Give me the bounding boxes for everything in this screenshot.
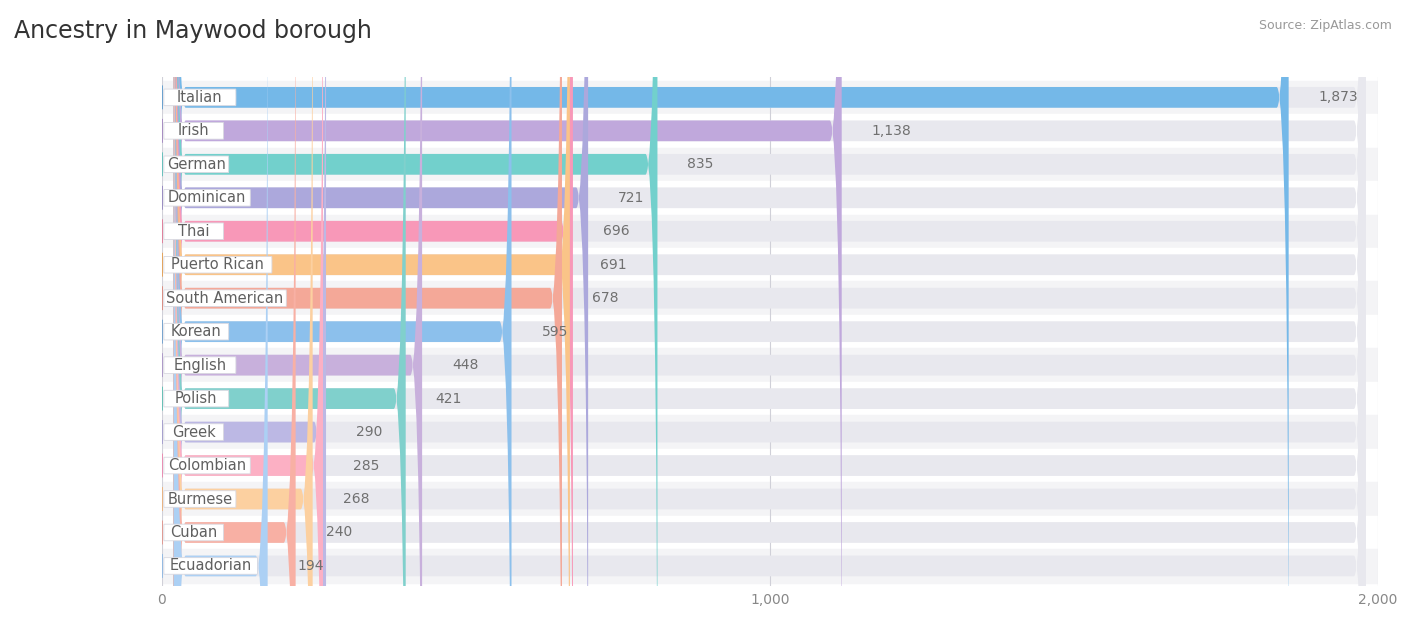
Text: 290: 290 [356,425,382,439]
Text: 1,138: 1,138 [872,124,911,138]
Text: South American: South American [166,290,284,306]
FancyBboxPatch shape [174,0,1365,644]
FancyBboxPatch shape [174,0,406,644]
FancyBboxPatch shape [174,0,326,644]
Text: Puerto Rican: Puerto Rican [172,257,264,272]
Text: 696: 696 [603,224,630,238]
Text: Italian: Italian [177,90,222,105]
FancyBboxPatch shape [165,156,229,173]
FancyBboxPatch shape [174,0,422,644]
Text: Irish: Irish [179,124,209,138]
Text: 691: 691 [600,258,627,272]
Bar [162,549,1378,583]
Bar [162,114,1378,147]
Bar [162,449,1378,482]
Bar [162,482,1378,516]
Text: Thai: Thai [179,223,209,239]
Bar [162,516,1378,549]
FancyBboxPatch shape [174,0,842,644]
Text: Ancestry in Maywood borough: Ancestry in Maywood borough [14,19,373,43]
Text: 595: 595 [541,325,568,339]
FancyBboxPatch shape [174,0,1365,644]
FancyBboxPatch shape [165,323,229,340]
Bar [162,80,1378,114]
FancyBboxPatch shape [174,0,1365,644]
FancyBboxPatch shape [174,0,1365,644]
FancyBboxPatch shape [165,290,287,307]
FancyBboxPatch shape [174,0,1365,644]
Bar [162,415,1378,449]
FancyBboxPatch shape [174,0,658,644]
FancyBboxPatch shape [174,0,295,644]
FancyBboxPatch shape [174,0,312,644]
FancyBboxPatch shape [174,0,1365,644]
FancyBboxPatch shape [174,0,1365,644]
Text: German: German [167,156,226,172]
FancyBboxPatch shape [174,0,1365,644]
Text: Dominican: Dominican [167,190,246,205]
FancyBboxPatch shape [165,122,224,139]
Text: Cuban: Cuban [170,525,218,540]
Text: 678: 678 [592,291,619,305]
Text: 194: 194 [298,559,325,573]
Bar [162,348,1378,382]
FancyBboxPatch shape [165,189,250,206]
FancyBboxPatch shape [165,256,271,273]
FancyBboxPatch shape [165,491,236,507]
FancyBboxPatch shape [165,524,224,541]
Text: 240: 240 [326,526,352,540]
FancyBboxPatch shape [174,0,267,644]
Text: 421: 421 [436,392,463,406]
Text: Korean: Korean [172,324,222,339]
FancyBboxPatch shape [174,0,588,644]
FancyBboxPatch shape [165,357,236,374]
FancyBboxPatch shape [165,558,257,574]
Bar [162,281,1378,315]
Text: Source: ZipAtlas.com: Source: ZipAtlas.com [1258,19,1392,32]
Text: Ecuadorian: Ecuadorian [170,558,252,573]
FancyBboxPatch shape [174,0,323,644]
FancyBboxPatch shape [174,0,1365,644]
FancyBboxPatch shape [174,0,1365,644]
FancyBboxPatch shape [165,424,224,440]
Text: Burmese: Burmese [167,491,232,507]
FancyBboxPatch shape [174,0,572,644]
Text: 1,873: 1,873 [1319,90,1358,104]
FancyBboxPatch shape [174,0,1365,644]
FancyBboxPatch shape [174,0,1365,644]
FancyBboxPatch shape [174,0,1365,644]
Text: 448: 448 [453,358,478,372]
Text: 721: 721 [619,191,644,205]
Bar [162,214,1378,248]
FancyBboxPatch shape [174,0,562,644]
FancyBboxPatch shape [165,89,236,106]
Bar [162,315,1378,348]
FancyBboxPatch shape [165,223,224,240]
FancyBboxPatch shape [165,457,250,474]
Text: English: English [173,357,226,373]
Bar [162,248,1378,281]
FancyBboxPatch shape [174,0,512,644]
Text: Colombian: Colombian [169,458,246,473]
Text: Greek: Greek [172,424,215,440]
Text: 285: 285 [353,459,380,473]
Bar [162,382,1378,415]
Text: 268: 268 [343,492,370,506]
Text: 835: 835 [688,157,714,171]
Bar [162,147,1378,181]
FancyBboxPatch shape [174,0,1365,644]
Text: Polish: Polish [174,391,218,406]
FancyBboxPatch shape [165,390,229,407]
FancyBboxPatch shape [174,0,1289,644]
FancyBboxPatch shape [174,0,569,644]
Bar [162,181,1378,214]
FancyBboxPatch shape [174,0,1365,644]
